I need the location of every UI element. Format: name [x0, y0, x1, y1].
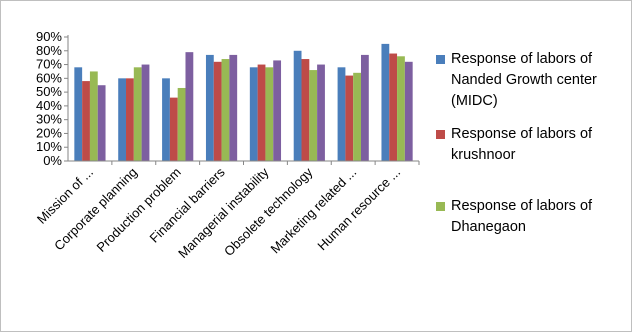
y-tick-label: 20% — [36, 125, 62, 140]
bar — [397, 56, 405, 161]
bar — [258, 65, 266, 161]
legend-item: Response of labors of Nanded Growth cent… — [431, 49, 627, 112]
bar — [134, 67, 142, 161]
legend-label: Response of labors of Nanded Growth cent… — [451, 51, 597, 109]
bar — [178, 88, 186, 161]
bar — [222, 59, 230, 161]
y-tick-label: 40% — [36, 98, 62, 113]
bar — [265, 67, 273, 161]
bar — [82, 81, 90, 161]
legend-swatch — [436, 55, 445, 64]
bar — [170, 98, 178, 161]
bar — [338, 67, 346, 161]
y-tick-label: 30% — [36, 112, 62, 127]
y-tick-label: 90% — [36, 29, 62, 44]
y-tick-label: 80% — [36, 43, 62, 58]
y-tick-label: 60% — [36, 70, 62, 85]
bar — [361, 55, 369, 161]
x-category-label: Human resource ... — [314, 165, 403, 254]
bar — [345, 76, 353, 161]
bar — [142, 65, 150, 161]
x-category-label: Corporate planning — [51, 165, 140, 254]
y-tick-label: 50% — [36, 84, 62, 99]
legend-label: Response of labors of Dhanegaon — [451, 198, 592, 235]
legend-item: Response of labors of Dhanegaon — [431, 196, 627, 238]
x-category-label: Financial barriers — [147, 164, 228, 245]
bar — [90, 71, 98, 161]
y-tick-label: 0% — [43, 153, 62, 168]
bar — [162, 78, 170, 161]
x-category-label: Production problem — [93, 165, 183, 255]
bar — [250, 67, 258, 161]
y-tick-label: 10% — [36, 139, 62, 154]
bar — [74, 67, 82, 161]
bar — [229, 55, 237, 161]
bar — [381, 44, 389, 161]
y-tick-label: 70% — [36, 57, 62, 72]
bar — [294, 51, 302, 161]
legend-swatch — [436, 202, 445, 211]
bar — [302, 59, 310, 161]
bar — [405, 62, 413, 161]
bar — [317, 65, 325, 161]
legend-label: Response of labors of krushnoor — [451, 126, 592, 163]
bar — [353, 73, 361, 161]
bar — [185, 52, 193, 161]
legend: Response of labors of Nanded Growth cent… — [431, 49, 627, 268]
bar — [389, 54, 397, 161]
bar — [98, 85, 106, 161]
bar — [214, 62, 222, 161]
legend-item: Response of labors of krushnoor — [431, 124, 627, 166]
bar — [206, 55, 214, 161]
legend-swatch — [436, 130, 445, 139]
bar — [126, 78, 134, 161]
bar — [309, 70, 317, 161]
bar — [118, 78, 126, 161]
bar — [273, 60, 281, 161]
